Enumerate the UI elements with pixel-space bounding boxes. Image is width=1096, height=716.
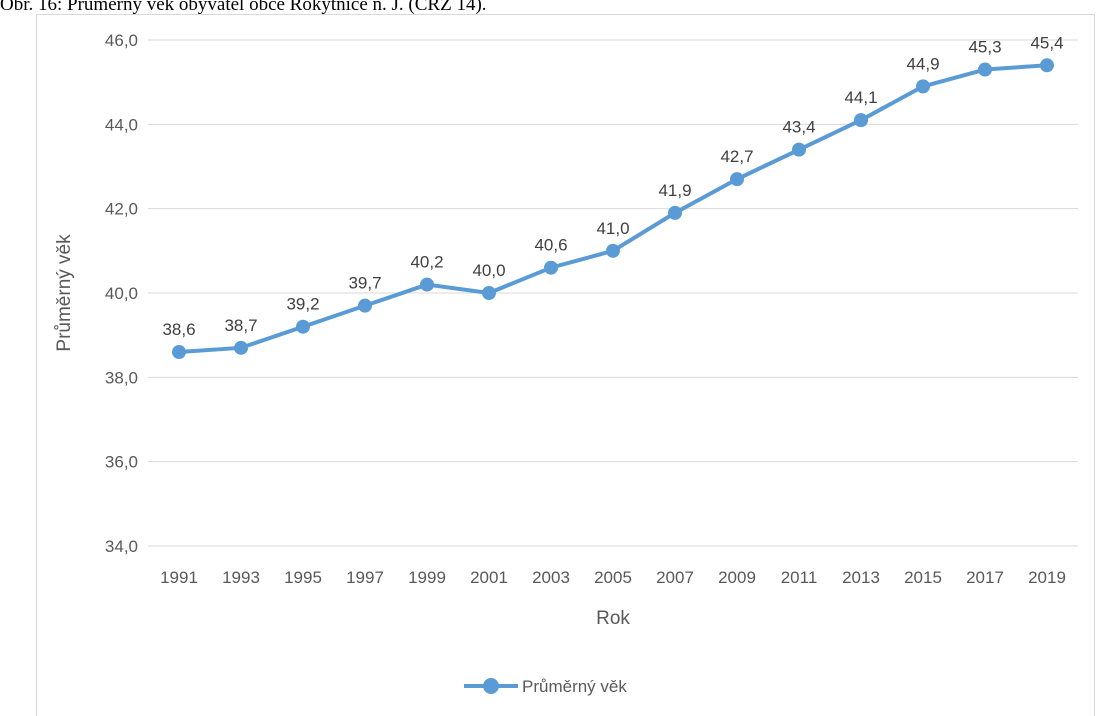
x-tick-label: 2001 <box>470 568 508 587</box>
data-point <box>978 62 992 77</box>
x-tick-label: 2017 <box>966 568 1004 587</box>
x-tick-label: 2005 <box>594 568 632 587</box>
x-tick-label: 2013 <box>842 568 880 587</box>
x-tick-label: 1995 <box>284 568 322 587</box>
legend-marker <box>483 678 499 694</box>
x-tick-label: 2007 <box>656 568 694 587</box>
y-tick-label: 38,0 <box>105 368 138 387</box>
x-axis-ticks: 1991 1993 1995 1997 1999 2001 2003 2005 2007 2009… <box>160 568 1066 587</box>
data-point <box>916 79 930 94</box>
data-point <box>1040 58 1054 73</box>
data-point <box>854 113 868 128</box>
x-tick-label: 1999 <box>408 568 446 587</box>
data-label: 44,9 <box>906 54 939 73</box>
x-axis-label: Rok <box>596 608 630 629</box>
data-label: 40,2 <box>410 253 443 272</box>
gridlines <box>148 39 1078 547</box>
data-point <box>606 243 620 258</box>
chart-frame <box>36 14 1095 716</box>
y-tick-label: 46,0 <box>105 31 138 50</box>
data-label: 38,6 <box>162 320 195 339</box>
data-point <box>544 260 558 275</box>
data-label: 41,9 <box>658 181 691 200</box>
y-axis-ticks: 34,0 36,0 38,0 40,0 42,0 44,0 46,0 <box>105 31 138 556</box>
data-label: 45,4 <box>1030 33 1063 52</box>
x-tick-label: 2011 <box>781 568 818 587</box>
y-tick-label: 44,0 <box>105 115 138 134</box>
data-label: 40,0 <box>472 261 505 280</box>
x-tick-label: 1997 <box>346 568 384 587</box>
data-label: 42,7 <box>720 147 753 166</box>
x-tick-label: 1993 <box>222 568 260 587</box>
data-point <box>482 286 496 300</box>
data-point <box>234 340 248 355</box>
y-axis-label: Průměrný věk <box>54 234 75 352</box>
data-label: 44,1 <box>844 88 877 107</box>
x-tick-label: 2003 <box>532 568 570 587</box>
y-tick-label: 40,0 <box>105 284 138 303</box>
data-point <box>296 319 310 334</box>
data-point <box>420 277 434 292</box>
data-labels: 38,6 38,7 39,2 39,7 40,2 40,0 40,6 41,0 41,9 42,7… <box>162 33 1063 339</box>
data-label: 41,0 <box>596 219 629 238</box>
legend-entry: Průměrný věk <box>522 677 627 696</box>
data-point <box>792 142 806 157</box>
x-tick-label: 2015 <box>904 568 942 587</box>
data-point <box>668 205 682 220</box>
data-label: 39,2 <box>286 295 319 314</box>
data-label: 39,7 <box>348 274 381 293</box>
x-tick-label: 1991 <box>160 568 198 587</box>
x-tick-label: 2019 <box>1028 568 1066 587</box>
series-markers <box>172 58 1054 360</box>
y-tick-label: 42,0 <box>105 200 138 219</box>
data-point <box>358 298 372 313</box>
legend: Průměrný věk <box>464 677 627 696</box>
data-point <box>172 345 186 360</box>
data-label: 45,3 <box>968 38 1001 57</box>
y-tick-label: 36,0 <box>105 453 138 472</box>
figure-caption: Obr. 16: Průměrný věk obyvatel obce Roky… <box>0 0 487 14</box>
data-label: 38,7 <box>224 316 257 335</box>
x-tick-label: 2009 <box>718 568 756 587</box>
data-point <box>730 172 744 187</box>
data-label: 43,4 <box>782 118 815 137</box>
data-label: 40,6 <box>534 236 567 255</box>
y-tick-label: 34,0 <box>105 537 138 556</box>
